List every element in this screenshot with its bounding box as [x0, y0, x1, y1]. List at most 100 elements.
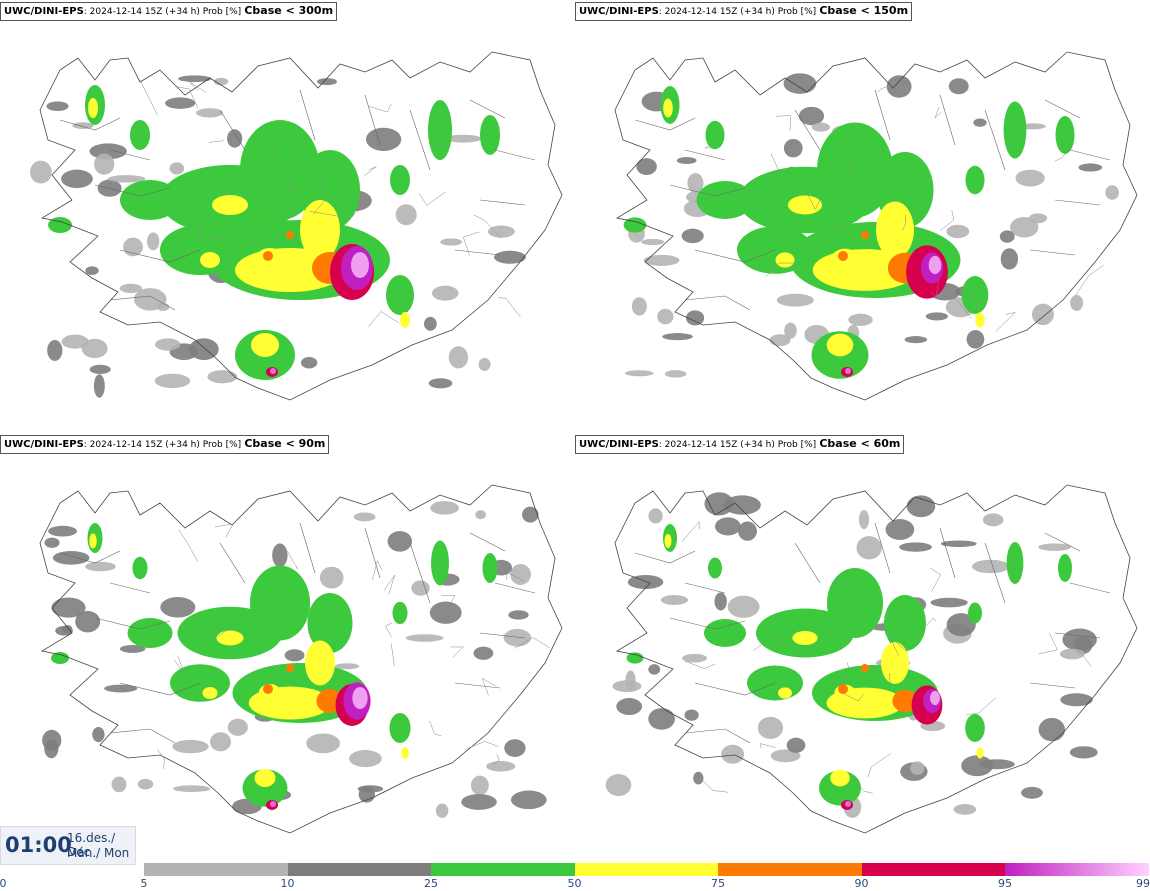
probability-area-green [704, 619, 746, 647]
probability-area-grey [1078, 163, 1103, 172]
catchment-line [822, 224, 848, 236]
probability-area-grey [227, 718, 248, 736]
fjord-line [469, 532, 506, 552]
catchment-line [830, 571, 848, 586]
probability-area-yellow [216, 630, 244, 646]
probability-area-grey [435, 803, 449, 818]
probability-area-green [386, 275, 414, 315]
fjord-line [1029, 249, 1076, 256]
probability-area-grey [51, 597, 86, 618]
fjord-line [1029, 682, 1076, 689]
catchment-line [441, 594, 456, 610]
probability-area-grey [662, 333, 693, 341]
catchment-line [473, 214, 502, 239]
probability-area-grey [727, 595, 760, 618]
probability-area-grey [643, 254, 680, 266]
colorbar-segment [287, 863, 432, 876]
probability-area-grey [783, 138, 803, 158]
probability-area-grey [784, 322, 797, 339]
probability-area-grey [1010, 216, 1039, 238]
catchment-line [385, 622, 393, 638]
fjord-line [469, 99, 506, 119]
fjord-line [94, 184, 171, 197]
probability-area-pink [351, 252, 369, 278]
probability-area-grey [930, 597, 968, 608]
fjord-line [59, 550, 121, 564]
probability-area-green [428, 100, 452, 160]
catchment-line [889, 635, 909, 656]
probability-area-yellow [881, 642, 909, 684]
catchment-line [698, 776, 729, 793]
probability-area-yellow [826, 333, 854, 357]
catchment-line [842, 662, 849, 686]
probability-area-grey [848, 313, 873, 326]
colorbar-tick-label: 75 [711, 877, 725, 890]
panel-title: UWC/DINI-EPS: 2024-12-14 15Z (+34 h) Pro… [0, 435, 330, 454]
probability-area-grey [195, 108, 223, 118]
probability-area-grey [625, 670, 636, 691]
probability-area-grey [30, 160, 52, 184]
catchment-line [383, 574, 395, 595]
probability-area-yellow [775, 252, 795, 268]
probability-area-grey [723, 495, 761, 515]
catchment-line [462, 231, 480, 256]
probability-area-magenta [845, 801, 851, 807]
fjord-line [684, 728, 751, 744]
probability-area-grey [155, 338, 181, 351]
probability-area-grey [714, 592, 727, 611]
fjord-line [109, 149, 151, 161]
fjord-line [939, 527, 956, 579]
probability-area-grey [444, 134, 482, 143]
fjord-line [119, 682, 201, 696]
catchment-line [753, 637, 786, 651]
probability-area-grey [284, 649, 305, 662]
catchment-line [882, 606, 901, 635]
catchment-line [343, 204, 365, 224]
fjord-line [669, 184, 746, 197]
probability-area-grey [953, 804, 977, 815]
probability-area-grey [966, 330, 985, 349]
probability-area-grey [424, 316, 437, 331]
probability-area-grey [624, 370, 654, 377]
catchment-line [481, 677, 496, 696]
iceland-probability-map [30, 51, 563, 401]
probability-area-grey [685, 310, 705, 326]
fjord-line [109, 295, 176, 311]
fjord-line [299, 522, 316, 574]
probability-area-green [705, 120, 725, 150]
probability-area-green [392, 601, 408, 625]
catchment-line [1038, 632, 1058, 655]
fjord-line [984, 109, 1006, 171]
probability-area-orange [861, 231, 869, 239]
probability-area-grey [494, 250, 526, 264]
probability-area-grey [48, 525, 78, 537]
probability-area-grey [783, 73, 817, 94]
iceland-coastline [614, 484, 1138, 834]
valid-date: 16.des./ Dec [67, 831, 116, 859]
colorbar-segment [574, 863, 719, 876]
probability-area-grey [365, 127, 402, 151]
fjord-line [874, 522, 891, 574]
probability-area-grey [798, 106, 825, 126]
catchment-line [390, 643, 395, 667]
colorbar-tick-label: 50 [567, 877, 582, 890]
probability-area-grey [405, 634, 444, 642]
probability-area-grey [94, 153, 115, 175]
probability-area-grey [627, 574, 664, 590]
probability-area-grey [738, 521, 757, 541]
probability-area-grey [1105, 185, 1119, 200]
probability-area-grey [616, 698, 643, 715]
probability-area-grey [982, 513, 1004, 527]
fjord-line [454, 682, 501, 689]
probability-area-green [130, 120, 150, 150]
probability-area-grey [160, 596, 196, 618]
probability-area-grey [475, 510, 487, 520]
probability-area-grey [387, 530, 413, 552]
catchment-line [877, 82, 898, 93]
catchment-line [139, 79, 158, 116]
iceland-probability-map [605, 484, 1138, 834]
probability-area-yellow [830, 769, 850, 787]
probability-area-grey [776, 293, 814, 307]
probability-area-pink [352, 686, 368, 710]
probability-area-green [817, 122, 893, 218]
